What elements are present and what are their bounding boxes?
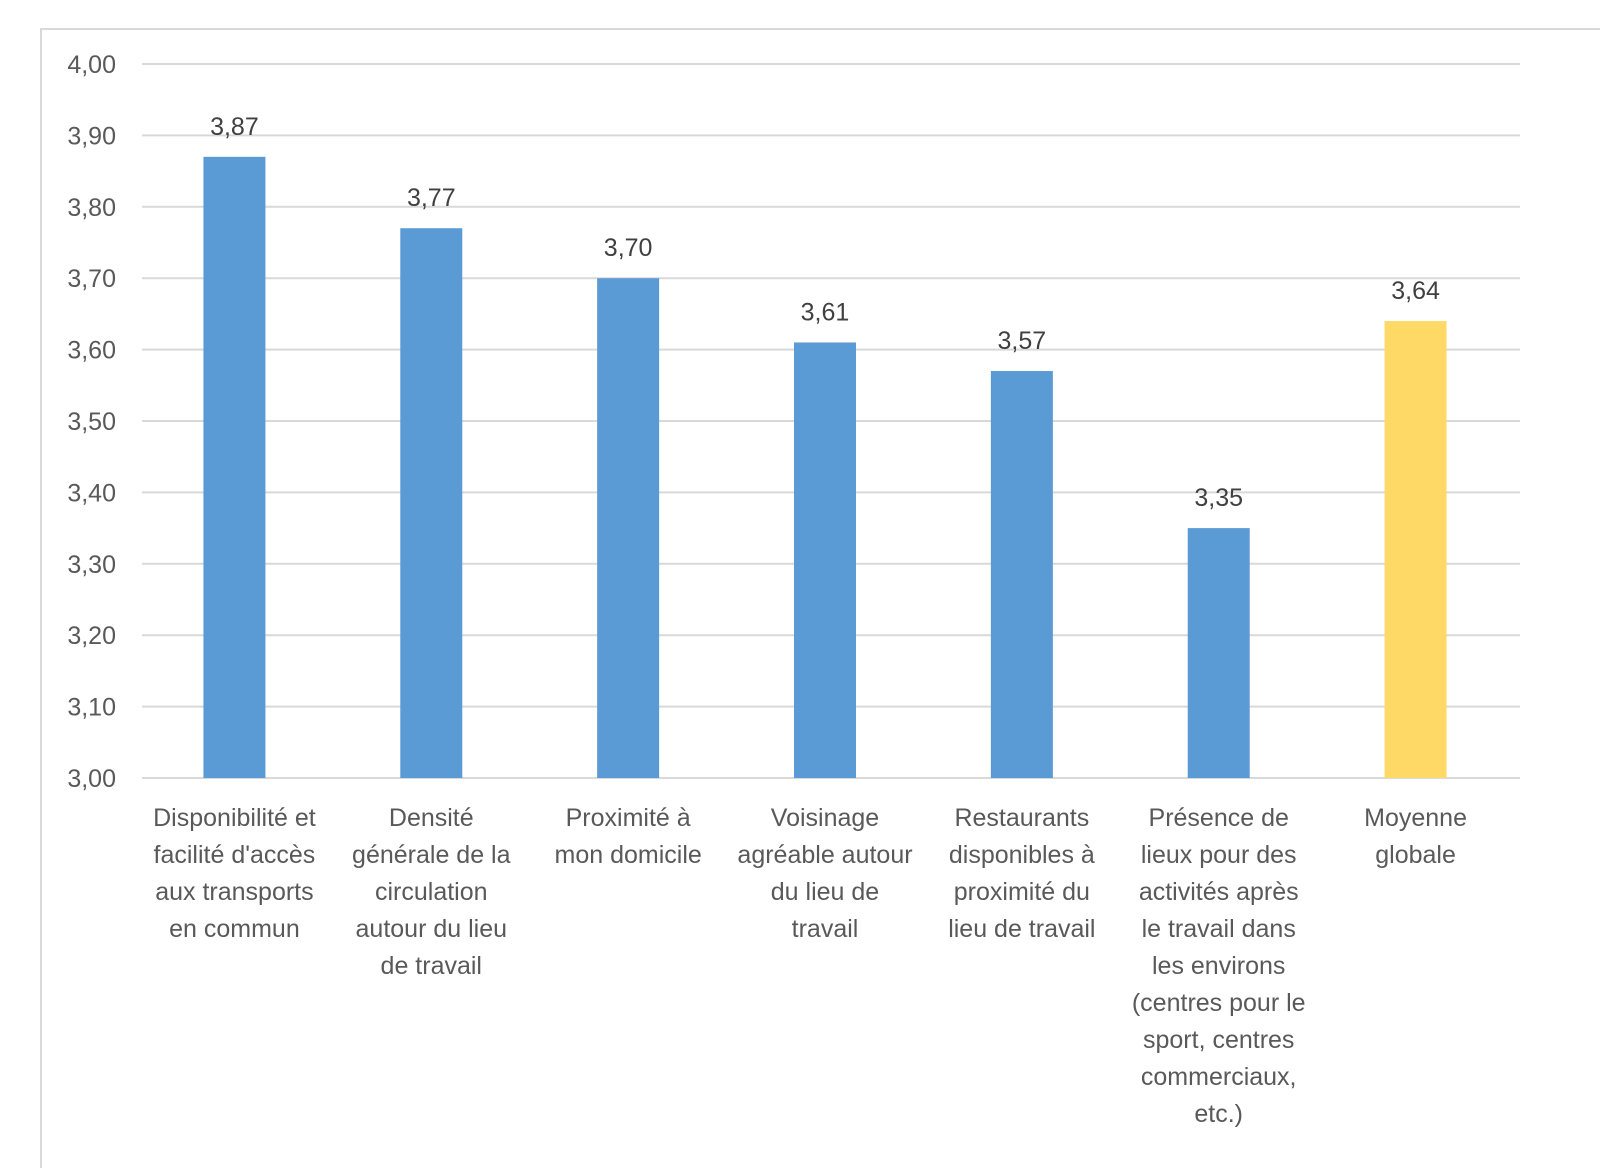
y-tick-label: 3,20 [67,622,116,650]
bar-average [1384,321,1447,778]
bar [794,342,856,778]
bars [203,156,1447,779]
data-label: 3,77 [407,184,456,212]
data-label: 3,61 [801,298,850,326]
category-label: Voisinage agréable autour du lieu de travai… [737,804,912,943]
y-tick-label: 3,70 [67,265,116,293]
bar [990,371,1053,778]
category-label: Proximité à mon domicile [555,804,702,869]
y-tick-label: 4,00 [67,51,116,79]
data-label: 3,64 [1391,277,1440,305]
bar [597,278,660,778]
category-label: Disponibilité et facilité d'accès aux tran… [153,804,316,943]
data-label: 3,35 [1194,484,1243,512]
y-tick-label: 3,80 [67,194,116,222]
category-labels: Disponibilité et facilité d'accès aux tran… [153,804,1467,1128]
data-labels: 3,87 3,77 3,70 3,61 3,57 3,35 3,64 [210,113,1440,512]
y-tick-label: 3,00 [67,765,116,793]
bar [1187,528,1250,778]
y-tick-label: 3,40 [67,479,116,507]
data-label: 3,87 [210,113,259,141]
category-label: Moyenne globale [1364,804,1467,869]
y-tick-label: 3,30 [67,551,116,579]
y-tick-label: 3,90 [67,122,116,150]
y-tick-label: 3,60 [67,337,116,365]
y-tick-label: 3,10 [67,694,116,722]
category-label: Restaurants disponibles à proximité du lieu… [948,804,1095,943]
bar [400,228,463,779]
data-label: 3,57 [998,327,1047,355]
y-tick-label: 3,50 [67,408,116,436]
category-label: Densité générale de la circulation autour d… [352,804,511,980]
data-label: 3,70 [604,234,653,262]
category-label: Présence de lieux pour des activités après… [1132,804,1306,1128]
y-axis-ticks: 3,00 3,10 3,20 3,30 3,40 3,50 3,60 3,70 3,80 3,90… [67,51,116,793]
bar [203,156,266,778]
chart-frame [40,28,1600,1168]
